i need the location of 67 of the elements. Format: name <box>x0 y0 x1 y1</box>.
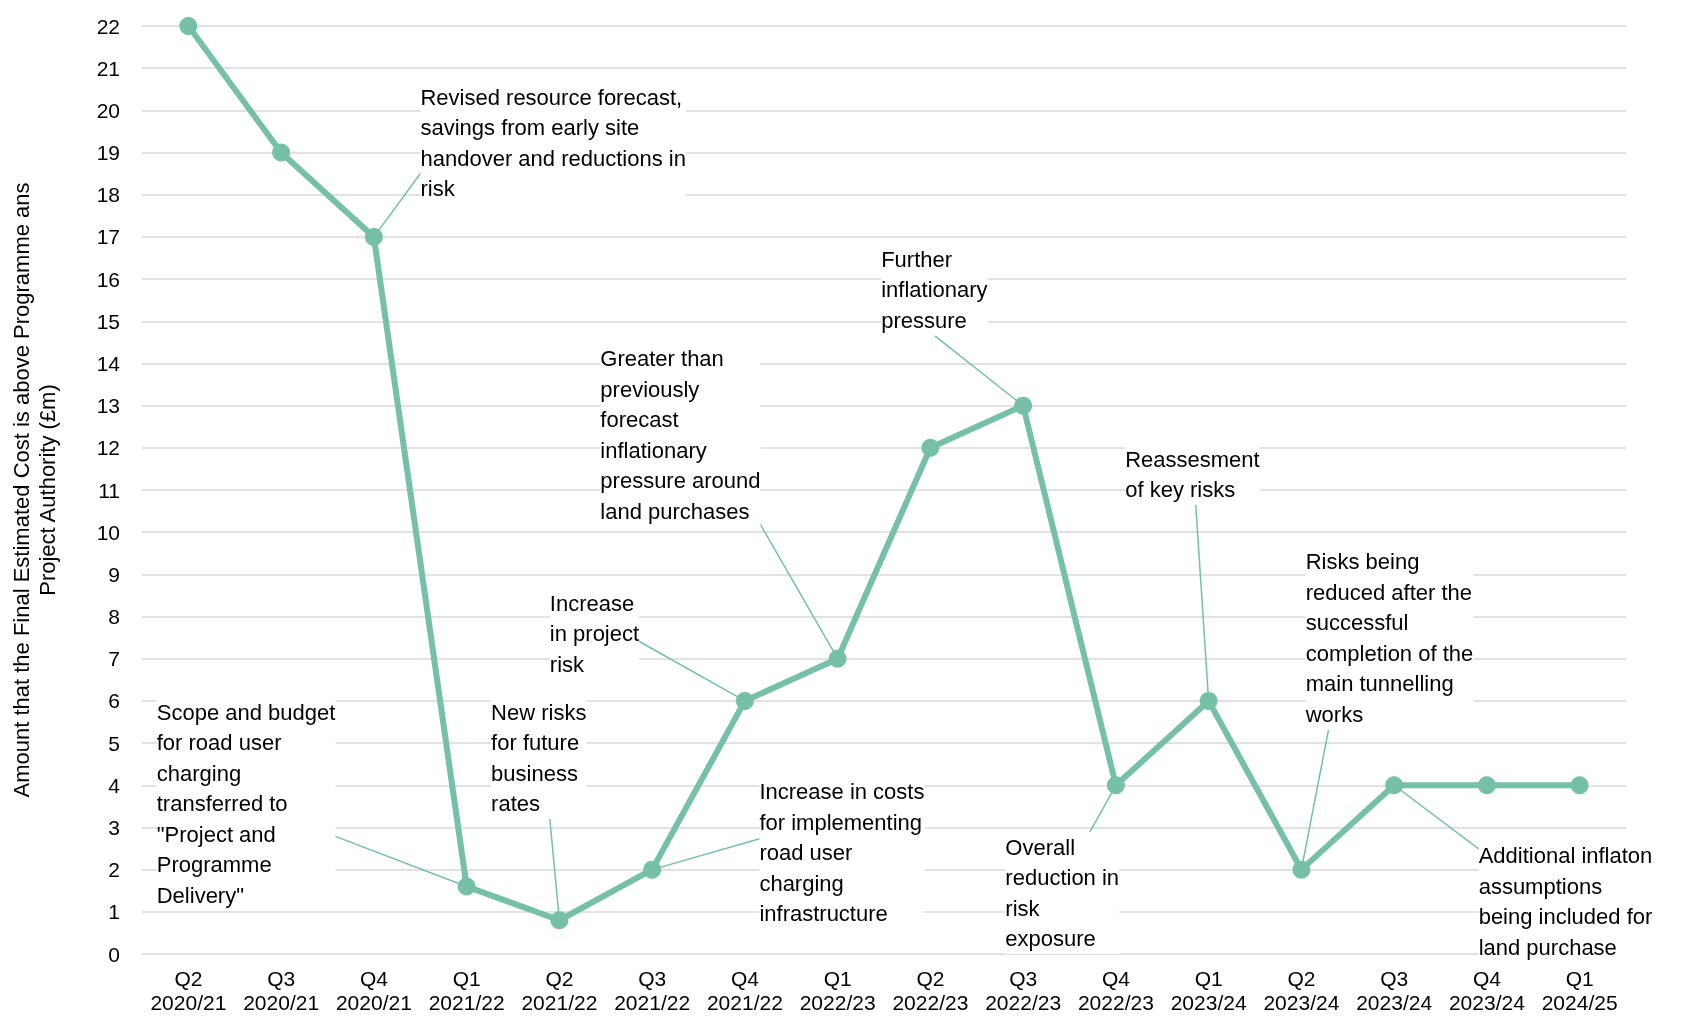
y-tick-label: 14 <box>96 351 121 375</box>
point <box>735 691 754 710</box>
x-tick-label: Q1 2024/25 <box>1541 966 1618 1014</box>
annotation: Reassesment of key risks <box>1125 446 1260 503</box>
y-tick-label: 8 <box>108 605 120 629</box>
annotation: Scope and budget for road user charging transferred to "Project and Programme Delivery" <box>156 699 336 908</box>
y-tick-label: 13 <box>96 394 120 418</box>
y-tick-label: 22 <box>96 14 120 38</box>
point <box>1385 776 1404 795</box>
x-tick-label: Q2 2023/24 <box>1263 966 1340 1014</box>
point <box>550 911 569 930</box>
y-tick-label: 15 <box>96 309 120 333</box>
annotation: Additional inflaton assumptions being included for land purchase <box>1478 843 1653 960</box>
y-tick-label: 19 <box>96 141 120 165</box>
x-tick-label: Q4 2020/21 <box>335 966 412 1014</box>
x-tick-label: Q4 2023/24 <box>1448 966 1526 1014</box>
y-tick-label: 0 <box>108 942 120 966</box>
point <box>364 227 383 246</box>
y-tick-label: 4 <box>108 773 121 797</box>
annotation: Risks being reduced after the successful completion of the main tunnelling works <box>1304 549 1474 727</box>
point <box>179 17 198 35</box>
x-tick-label: Q2 2022/23 <box>892 966 969 1014</box>
annotation: New risks for future business rates <box>491 699 587 817</box>
x-tick-label: Q3 2021/22 <box>614 966 691 1014</box>
y-tick-label: 7 <box>108 647 120 671</box>
y-tick-label: 21 <box>96 56 120 80</box>
point <box>643 860 662 879</box>
y-tick-label: 1 <box>108 900 120 924</box>
x-tick-label: Q4 2022/23 <box>1077 966 1154 1014</box>
y-tick-label: 16 <box>96 267 120 291</box>
x-tick-label: Q2 2020/21 <box>150 966 227 1014</box>
point <box>457 877 476 896</box>
y-tick-label: 12 <box>96 436 120 460</box>
y-tick-label: 5 <box>108 731 120 755</box>
x-tick-label: Q1 2023/24 <box>1170 966 1247 1014</box>
y-axis-title: Amount that the Final Estimated Cost is above Programme ans Project Authority (£m) <box>8 182 60 798</box>
y-tick-label: 9 <box>108 562 120 586</box>
y-tick-label: 6 <box>108 689 120 713</box>
y-tick-label: 17 <box>96 225 120 249</box>
y-tick-label: 10 <box>96 520 120 544</box>
annotation: Increase in project risk <box>549 590 640 677</box>
x-tick-label: Q1 2022/23 <box>799 966 876 1014</box>
point <box>1106 776 1125 795</box>
annotation: Greater than previously forecast inflationary pressure around land purchases <box>600 346 761 524</box>
point <box>1292 860 1311 879</box>
x-tick-label: Q3 2023/24 <box>1356 966 1433 1014</box>
y-tick-label: 20 <box>96 98 120 122</box>
point <box>921 438 940 457</box>
x-tick-label: Q3 2020/21 <box>243 966 320 1014</box>
x-tick-label: Q1 2021/22 <box>428 966 505 1014</box>
annotation: Overall reduction in risk exposure <box>1005 834 1120 952</box>
annotation: Further inflationary pressure <box>881 246 988 333</box>
point <box>1570 776 1589 795</box>
point <box>1199 691 1218 710</box>
x-tick-label: Q4 2021/22 <box>706 966 783 1014</box>
annotation: Increase in costs for implementing road user charging infrastructure <box>759 779 925 927</box>
y-tick-label: 3 <box>108 815 120 839</box>
point <box>828 649 847 668</box>
x-tick-label: Q2 2021/22 <box>521 966 598 1014</box>
point <box>272 143 291 162</box>
point <box>1014 396 1033 415</box>
y-tick-label: 11 <box>98 478 120 502</box>
annotation: Revised resource forecast, savings from early site handover and reductions in risk <box>420 84 686 202</box>
y-tick-label: 18 <box>96 183 120 207</box>
point <box>1477 776 1496 795</box>
y-tick-label: 2 <box>108 858 120 882</box>
x-tick-label: Q3 2022/23 <box>985 966 1062 1014</box>
